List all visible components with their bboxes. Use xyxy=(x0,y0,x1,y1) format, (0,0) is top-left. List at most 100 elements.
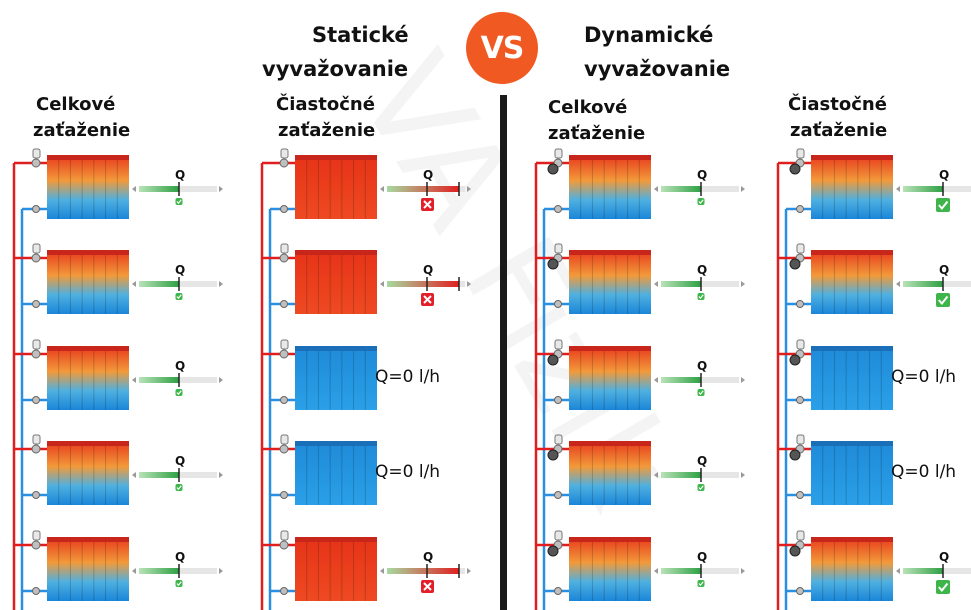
return-valve-icon xyxy=(554,396,562,404)
zero-flow-label: Q=0 l/h xyxy=(375,462,441,482)
column-4: Q Q Q xyxy=(776,148,971,610)
return-valve-icon xyxy=(32,491,40,499)
gauge-q-label: Q xyxy=(423,263,433,277)
ok-check-mark xyxy=(176,199,182,205)
column-3: Q Q Q Q Q xyxy=(534,148,745,610)
ok-check-icon xyxy=(175,198,183,205)
radiator-unit: Q xyxy=(778,530,971,601)
radiator-unit: Q xyxy=(536,434,745,505)
radiator-header xyxy=(569,441,651,446)
radiator-body xyxy=(811,346,893,410)
return-valve-icon xyxy=(280,205,288,213)
valve-head-icon xyxy=(796,339,805,350)
radiator-unit: Q xyxy=(262,148,471,219)
flow-gauge: Q xyxy=(896,550,971,594)
col2-label-line1: Čiastočné xyxy=(276,94,375,115)
gauge-q-label: Q xyxy=(175,359,185,373)
radiator-body xyxy=(811,250,893,314)
ok-check-icon xyxy=(936,293,950,307)
valve-head-icon xyxy=(32,530,41,541)
dynamic-title-line2: vyvažovanie xyxy=(584,57,731,81)
valve-head-icon xyxy=(554,530,563,541)
ok-check-icon xyxy=(175,484,183,491)
radiator-header xyxy=(295,537,377,542)
gauge-q-label: Q xyxy=(939,263,949,277)
ok-check-icon xyxy=(697,484,705,491)
gauge-left-arrow-icon xyxy=(132,377,136,383)
radiator-header xyxy=(47,346,129,351)
flow-gauge: Q xyxy=(654,550,745,587)
return-valve-icon xyxy=(796,587,804,595)
radiator-unit: Q xyxy=(14,530,223,601)
gauge-fill xyxy=(387,568,459,574)
gauge-left-arrow-icon xyxy=(380,186,384,192)
return-valve-icon xyxy=(280,491,288,499)
gauge-right-arrow-icon xyxy=(219,186,223,192)
thermostatic-valve-icon xyxy=(31,349,41,359)
ok-check-mark xyxy=(176,390,182,396)
vs-badge: VS xyxy=(466,12,538,84)
pressure-controller-icon xyxy=(789,163,801,175)
flow-gauge: Q xyxy=(132,263,223,300)
gauge-left-arrow-icon xyxy=(896,568,900,574)
valve-head-icon xyxy=(32,243,41,254)
zero-flow-label: Q=0 l/h xyxy=(891,462,957,482)
return-valve-icon xyxy=(32,587,40,595)
gauge-fill xyxy=(139,377,179,383)
gauge-right-arrow-icon xyxy=(467,281,471,287)
valve-head-icon xyxy=(280,434,289,445)
thermostatic-valve-icon xyxy=(31,158,41,168)
pressure-controller-icon xyxy=(547,354,559,366)
valve-head-icon xyxy=(32,339,41,350)
column-1: Q Q Q Q Q xyxy=(12,148,223,610)
radiator-unit: Q xyxy=(14,339,223,410)
return-valve-icon xyxy=(796,300,804,308)
dynamic-title-line1: Dynamické xyxy=(584,23,714,47)
radiator-header xyxy=(569,537,651,542)
fail-x-mark xyxy=(423,200,432,209)
gauge-fill xyxy=(139,281,179,287)
valve-head-icon xyxy=(554,339,563,350)
radiator-unit: Q xyxy=(778,243,971,314)
radiator-unit: Q xyxy=(778,148,971,219)
gauge-fill xyxy=(903,186,943,192)
radiator-body xyxy=(295,537,377,601)
gauge-left-arrow-icon xyxy=(380,568,384,574)
gauge-fill xyxy=(139,568,179,574)
ok-check-mark xyxy=(176,485,182,491)
radiator-header xyxy=(47,537,129,542)
radiator-header xyxy=(569,250,651,255)
return-valve-icon xyxy=(280,300,288,308)
flow-gauge: Q xyxy=(896,263,971,307)
flow-gauge: Q xyxy=(380,263,471,306)
valve-head-icon xyxy=(554,243,563,254)
radiator-body xyxy=(47,537,129,601)
gauge-left-arrow-icon xyxy=(896,281,900,287)
flow-gauge: Q xyxy=(380,550,471,593)
radiator-unit xyxy=(778,434,893,505)
radiator-header xyxy=(811,250,893,255)
flow-gauge: Q xyxy=(132,359,223,396)
gauge-fill xyxy=(139,186,179,192)
radiator-header xyxy=(47,441,129,446)
gauge-fill xyxy=(661,186,701,192)
return-valve-icon xyxy=(32,300,40,308)
gauge-fill xyxy=(661,472,701,478)
static-title-line2: vyvažovanie xyxy=(262,57,409,81)
radiator-unit: Q xyxy=(536,148,745,219)
ok-check-mark xyxy=(176,294,182,300)
gauge-left-arrow-icon xyxy=(132,568,136,574)
pressure-controller-icon xyxy=(789,449,801,461)
radiator-unit: Q xyxy=(536,530,745,601)
gauge-fill xyxy=(387,281,459,287)
pressure-controller-icon xyxy=(789,545,801,557)
valve-head-icon xyxy=(32,434,41,445)
pressure-controller-icon xyxy=(547,545,559,557)
static-title-line1: Statické xyxy=(312,23,409,47)
return-valve-icon xyxy=(280,396,288,404)
col3-label-line2: zaťaženie xyxy=(548,123,646,144)
radiator-body xyxy=(295,250,377,314)
radiator-body xyxy=(295,346,377,410)
pressure-controller-icon xyxy=(547,258,559,270)
gauge-q-label: Q xyxy=(423,550,433,564)
